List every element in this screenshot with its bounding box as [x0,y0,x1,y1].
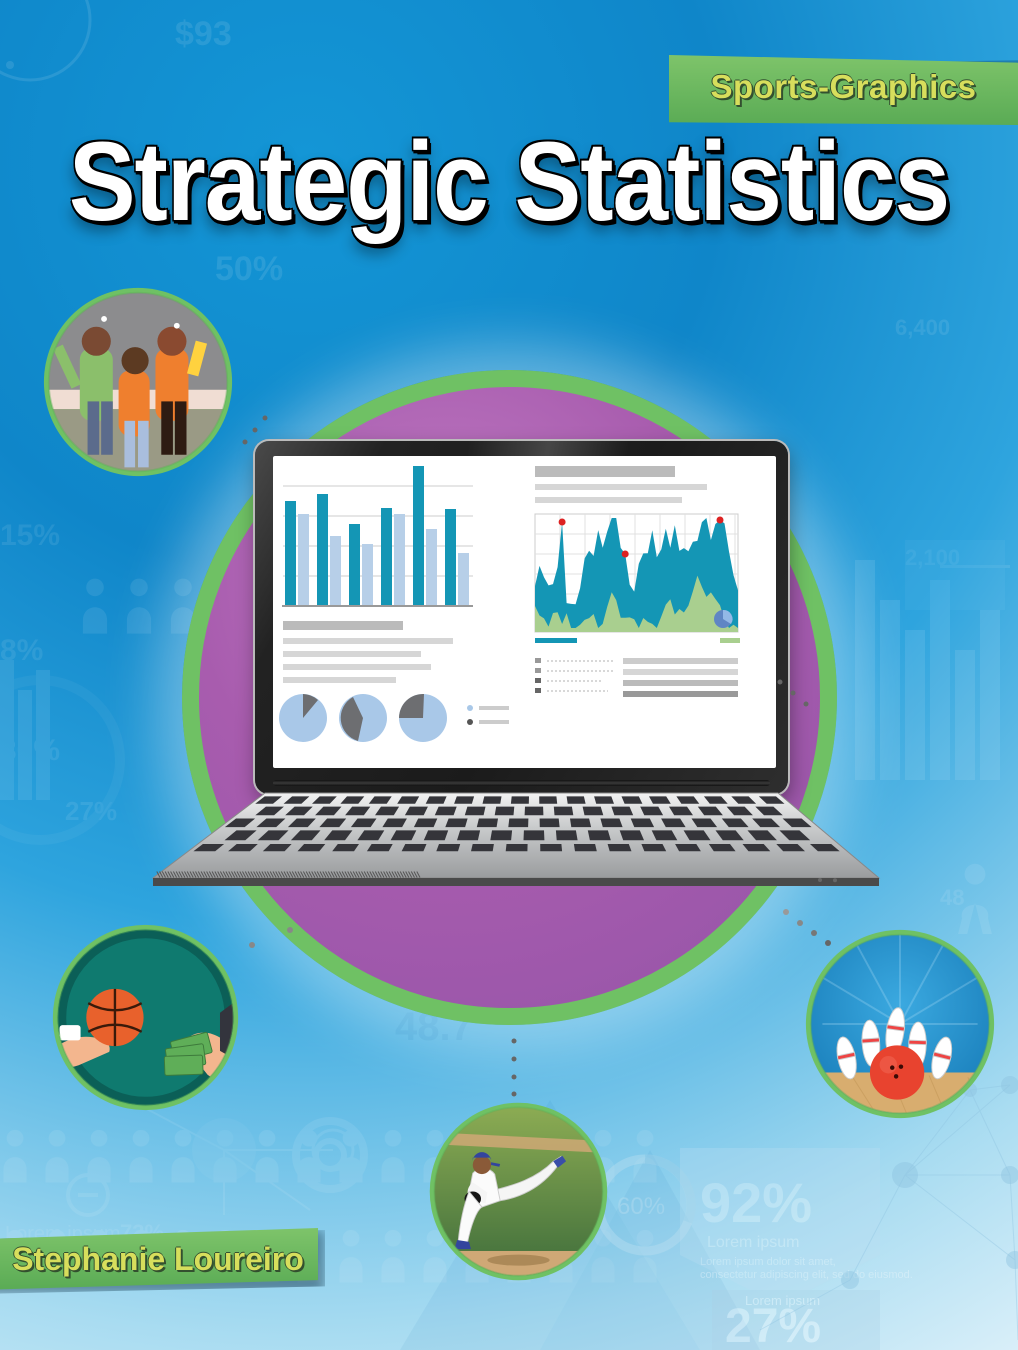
svg-text:consectetur adipiscing elit, s: consectetur adipiscing elit, sed do eius… [700,1269,913,1281]
svg-text:48: 48 [940,885,964,910]
svg-text:6,400: 6,400 [895,315,950,340]
svg-text:Lorem ipsum dolor sit amet,: Lorem ipsum dolor sit amet, [700,1256,836,1268]
svg-text:15%: 15% [0,519,60,552]
svg-text:50%: 50% [215,250,283,288]
svg-text:27%: 27% [725,1300,821,1350]
svg-text:$93: $93 [175,15,232,53]
svg-text:92%: 92% [700,1171,812,1234]
svg-text:Lorem ipsum: Lorem ipsum [707,1234,799,1251]
svg-text:60%: 60% [617,1193,665,1220]
